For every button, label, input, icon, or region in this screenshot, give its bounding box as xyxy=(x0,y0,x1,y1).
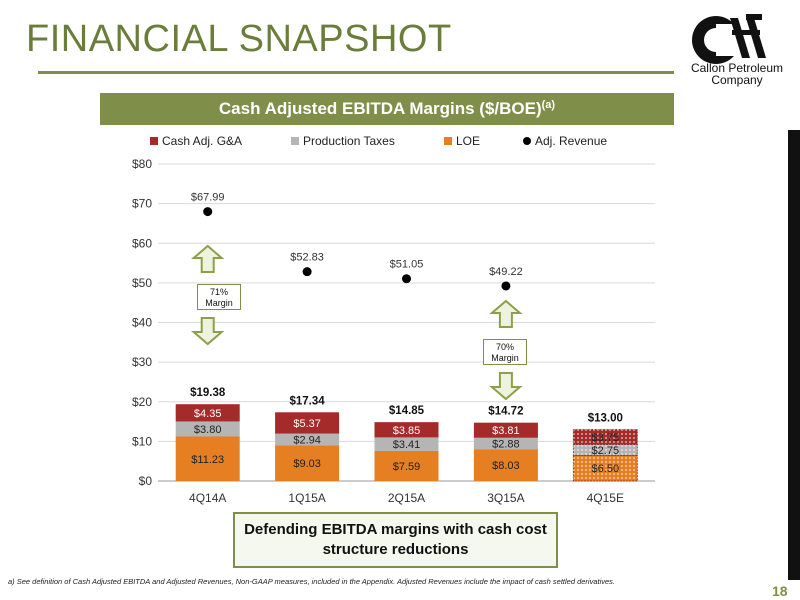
margin-box-3q15-pct: 70% xyxy=(495,342,514,352)
bar-segment-pattern xyxy=(573,429,638,445)
bar-segment xyxy=(473,437,538,450)
bar-data-label: $8.03 xyxy=(492,460,520,472)
bar-total-label: $14.85 xyxy=(389,405,425,417)
bar-data-label: $3.85 xyxy=(393,425,421,437)
revenue-label: $52.83 xyxy=(290,252,324,264)
x-tick-label: 2Q15A xyxy=(388,491,425,505)
revenue-point xyxy=(501,281,511,291)
legend-swatch xyxy=(291,137,299,145)
bar-segment xyxy=(275,445,340,481)
page-title: FINANCIAL SNAPSHOT xyxy=(26,18,452,60)
bar-segment-pattern xyxy=(573,455,638,481)
bar-segment xyxy=(374,422,439,438)
bar-data-label: $3.80 xyxy=(194,424,222,436)
bar-data-label: $2.75 xyxy=(592,445,620,457)
bar-segment xyxy=(175,436,240,481)
bar-data-label: $9.03 xyxy=(293,458,321,470)
margin-box-4q14-pct: 71% xyxy=(209,287,228,297)
x-tick-label: 3Q15A xyxy=(487,491,524,505)
margin-down-arrow xyxy=(489,372,523,401)
legend-label: Production Taxes xyxy=(303,134,395,148)
bar-total-label: $17.34 xyxy=(290,395,326,407)
bar-segment xyxy=(275,433,340,446)
margin-box-4q14-label: Margin xyxy=(205,298,233,308)
revenue-point xyxy=(402,274,411,284)
x-tick-label: 4Q15E xyxy=(587,491,624,505)
revenue-point xyxy=(302,267,312,277)
legend-marker xyxy=(523,137,531,145)
y-tick-label: $40 xyxy=(132,316,152,330)
logo-line-1: Callon Petroleum xyxy=(690,61,784,75)
x-tick-label: 1Q15A xyxy=(288,491,325,505)
bar-data-label: $4.35 xyxy=(194,408,222,420)
margin-up-arrow xyxy=(190,244,225,273)
y-tick-label: $60 xyxy=(132,236,152,250)
legend-label: Adj. Revenue xyxy=(535,134,607,148)
callout-line-2: structure reductions xyxy=(322,541,469,558)
y-tick-label: $0 xyxy=(139,474,153,488)
bar-total-label: $14.72 xyxy=(488,406,523,418)
revenue-label: $67.99 xyxy=(191,192,225,204)
bar-data-label: $5.37 xyxy=(293,418,321,430)
margin-down-arrow xyxy=(190,317,225,346)
title-rule xyxy=(38,71,674,74)
x-tick-label: 4Q14A xyxy=(189,491,226,505)
bar-data-label: $3.75 xyxy=(592,432,620,444)
bar-total-label: $13.00 xyxy=(588,412,623,424)
bar-segment xyxy=(473,422,538,438)
right-edge-bar xyxy=(788,130,800,580)
y-tick-label: $30 xyxy=(132,355,152,369)
legend-swatch xyxy=(150,137,158,145)
y-tick-label: $10 xyxy=(132,434,152,448)
margin-box-3q15-label: Margin xyxy=(491,353,519,363)
footnote: a) See definition of Cash Adjusted EBITD… xyxy=(8,577,616,586)
y-tick-label: $80 xyxy=(132,157,152,171)
callout-line-1: Defending EBITDA margins with cash cost xyxy=(244,521,547,538)
key-message-callout: Defending EBITDA margins with cash cost … xyxy=(233,512,558,568)
margin-up-arrow xyxy=(489,299,523,328)
bar-data-label: $2.94 xyxy=(293,434,321,446)
margin-box-3q15: 70% Margin xyxy=(483,339,527,365)
bar-total-label: $19.38 xyxy=(190,387,226,399)
bar-data-label: $2.88 xyxy=(492,438,520,450)
company-logo xyxy=(692,14,766,64)
bar-data-label: $3.81 xyxy=(492,425,520,437)
bar-segment xyxy=(175,421,240,437)
revenue-label: $49.22 xyxy=(489,266,523,278)
chart-title-banner: Cash Adjusted EBITDA Margins ($/BOE)(a) xyxy=(100,93,674,125)
logo-line-2: Company xyxy=(711,73,763,87)
legend-label: LOE xyxy=(456,134,480,148)
bar-segment xyxy=(275,412,340,434)
bar-data-label: $3.41 xyxy=(393,439,421,451)
bar-segment-pattern xyxy=(573,444,638,456)
logo-text: Callon Petroleum Company xyxy=(678,62,796,86)
bar-segment xyxy=(175,404,240,422)
legend-swatch xyxy=(444,137,452,145)
margin-box-4q14: 71% Margin xyxy=(197,284,241,310)
revenue-point xyxy=(203,207,213,217)
y-tick-label: $20 xyxy=(132,395,152,409)
bar-data-label: $6.50 xyxy=(592,463,620,475)
page-number: 18 xyxy=(772,583,788,599)
bar-segment xyxy=(473,449,538,481)
bar-segment xyxy=(374,437,439,451)
y-tick-label: $70 xyxy=(132,197,152,211)
chart-title-footnote-mark: (a) xyxy=(541,99,556,111)
y-tick-label: $50 xyxy=(132,276,152,290)
chart-title: Cash Adjusted EBITDA Margins ($/BOE) xyxy=(218,99,542,118)
revenue-label: $51.05 xyxy=(390,259,424,271)
bar-data-label: $7.59 xyxy=(393,461,421,473)
legend-label: Cash Adj. G&A xyxy=(162,134,242,148)
bar-segment xyxy=(374,450,439,481)
bar-data-label: $11.23 xyxy=(191,454,224,466)
